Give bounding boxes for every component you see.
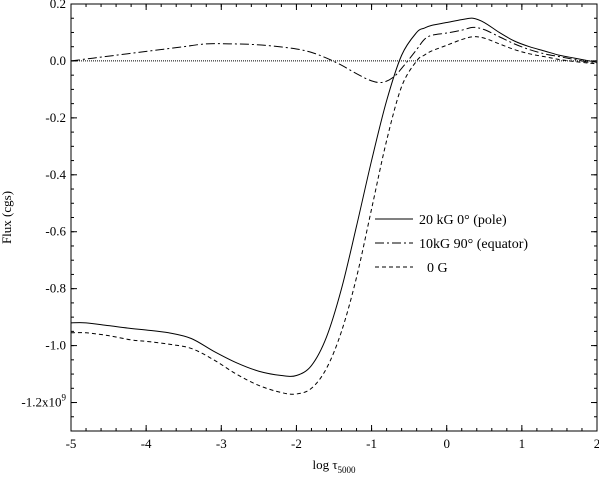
- x-tick-label: -5: [66, 436, 77, 451]
- legend-label: 10kG 90° (equator): [419, 237, 528, 252]
- x-tick-label: -4: [141, 436, 152, 451]
- x-tick-label: -1: [366, 436, 377, 451]
- axis-ticks: -5 -4 -3 -2 -1 0 1 2 0.2 0.0 -0.2 -0.4 -0.6 -0.8 -1.0 -…: [21, 0, 599, 451]
- y-tick-label: -1.0: [45, 338, 66, 353]
- y-axis-label: Flux (cgs): [0, 191, 14, 244]
- legend-label: 0 G: [427, 261, 448, 276]
- series-line-1: [70, 17, 598, 377]
- y-tick-label: -0.4: [45, 167, 66, 182]
- y-tick-label: 0.0: [50, 53, 66, 68]
- y-tick-label: -1.2x109: [21, 393, 66, 410]
- series-line-3: [70, 36, 598, 395]
- y-tick-label: -0.2: [45, 110, 66, 125]
- y-tick-label: 0.2: [50, 0, 66, 11]
- x-tick-label: 0: [443, 436, 450, 451]
- y-tick-label: -0.6: [45, 224, 66, 239]
- x-axis-label-main: log τ: [312, 457, 337, 472]
- x-tick-label: -2: [291, 436, 302, 451]
- plot-frame: [70, 3, 598, 432]
- y-tick-label: -0.8: [45, 281, 66, 296]
- x-tick-label: 1: [519, 436, 526, 451]
- series-lines: [70, 17, 598, 395]
- x-axis-label-subscript: 5000: [338, 465, 357, 475]
- legend: 20 kG 0° (pole) 10kG 90° (equator) 0 G: [375, 213, 528, 276]
- legend-label: 20 kG 0° (pole): [419, 213, 507, 228]
- x-tick-label: -3: [216, 436, 227, 451]
- series-line-2: [70, 26, 598, 84]
- x-axis-label: log τ5000: [312, 457, 356, 475]
- x-tick-label: 2: [594, 436, 599, 451]
